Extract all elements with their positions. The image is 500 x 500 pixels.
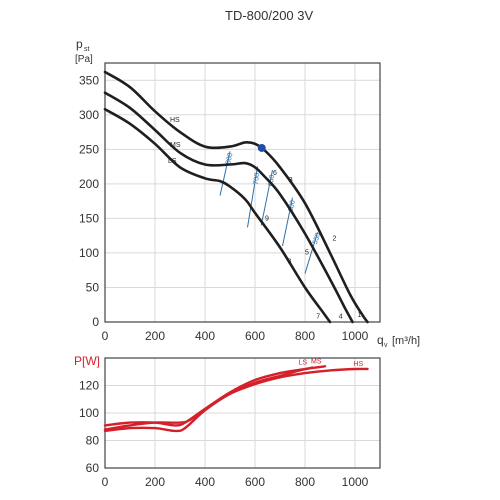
pressure-curve-ms — [103, 91, 354, 324]
pressure-y-tick-5: 250 — [79, 142, 99, 156]
power-y-tick-0: 60 — [86, 461, 100, 475]
speed-label-550: 550 — [312, 232, 322, 245]
pressure-curve-ls — [103, 108, 332, 324]
flow-axis-unit: [m³/h] — [392, 335, 420, 347]
pressure-axis-label: p — [76, 37, 83, 51]
system-line-label-2: 2 — [333, 236, 337, 243]
operating-point — [257, 143, 266, 152]
speed-label-600: 600 — [288, 200, 297, 213]
power-curve-hs — [103, 367, 369, 431]
system-line-label-8: 8 — [288, 258, 292, 265]
pressure-plot: 0 200 400 600 800 1000 0 50 100 150 200 250 300 350 80… — [79, 62, 381, 343]
power-x-tick-3: 600 — [245, 475, 265, 489]
pressure-axis-unit: [Pa] — [75, 54, 93, 65]
speed-line-550 — [304, 232, 318, 274]
power-curve-label-ls: LS — [299, 360, 308, 367]
pressure-y-tick-3: 150 — [79, 211, 99, 225]
pressure-curve-label-ms: MS — [170, 142, 181, 149]
power-plot-frame — [104, 357, 381, 469]
pressure-curve-label-ls: LS — [168, 158, 177, 165]
system-line-label-5: 5 — [305, 249, 309, 256]
pressure-x-tick-2: 400 — [195, 329, 215, 343]
power-axis-label: P[W] — [74, 354, 100, 368]
pressure-curve-label-hs: HS — [170, 117, 180, 124]
flow-axis-label-sub: v — [384, 342, 388, 349]
power-x-tick-1: 200 — [145, 475, 165, 489]
speed-label-700: 700 — [253, 172, 262, 185]
speed-line-650 — [260, 169, 273, 226]
pressure-y-tick-1: 50 — [86, 280, 100, 294]
power-y-tick-3: 120 — [79, 379, 99, 393]
pressure-y-tick-2: 100 — [79, 246, 99, 260]
speed-line-800 — [219, 151, 231, 196]
pressure-curve-hs — [103, 70, 369, 324]
pressure-axis-label-sub: st — [84, 46, 90, 53]
power-curve-label-ms: MS — [311, 358, 322, 365]
power-x-tick-4: 800 — [295, 475, 315, 489]
power-y-tick-1: 80 — [86, 434, 100, 448]
system-line-label-6: 6 — [273, 170, 277, 177]
power-y-tick-2: 100 — [79, 406, 99, 420]
pressure-y-tick-7: 350 — [79, 73, 99, 87]
system-line-label-9: 9 — [265, 215, 269, 222]
pressure-x-tick-5: 1000 — [342, 329, 369, 343]
pressure-plot-frame — [104, 62, 381, 323]
speed-line-600 — [282, 197, 293, 247]
pressure-x-tick-4: 800 — [295, 329, 315, 343]
pressure-y-tick-0: 0 — [92, 315, 99, 329]
chart-title: TD-800/200 3V — [225, 8, 313, 23]
power-plot: 0 200 400 600 800 1000 60 80 100 120 LS MS HS — [79, 357, 381, 489]
system-line-label-1: 1 — [358, 312, 362, 319]
pressure-x-tick-0: 0 — [102, 329, 109, 343]
speed-label-800: 800 — [225, 152, 234, 165]
power-curve-label-hs: HS — [354, 361, 364, 368]
power-x-tick-0: 0 — [102, 475, 109, 489]
system-line-label-4: 4 — [339, 314, 343, 321]
pressure-y-tick-4: 200 — [79, 177, 99, 191]
flow-axis-label: q — [377, 333, 384, 347]
pressure-x-tick-3: 600 — [245, 329, 265, 343]
system-line-label-7: 7 — [316, 314, 320, 321]
power-x-tick-2: 400 — [195, 475, 215, 489]
system-line-label-3: 3 — [289, 177, 293, 184]
pressure-y-tick-6: 300 — [79, 108, 99, 122]
speed-line-700 — [247, 166, 258, 228]
power-x-tick-5: 1000 — [342, 475, 369, 489]
speed-label-650: 650 — [267, 174, 276, 187]
pressure-x-tick-1: 200 — [145, 329, 165, 343]
